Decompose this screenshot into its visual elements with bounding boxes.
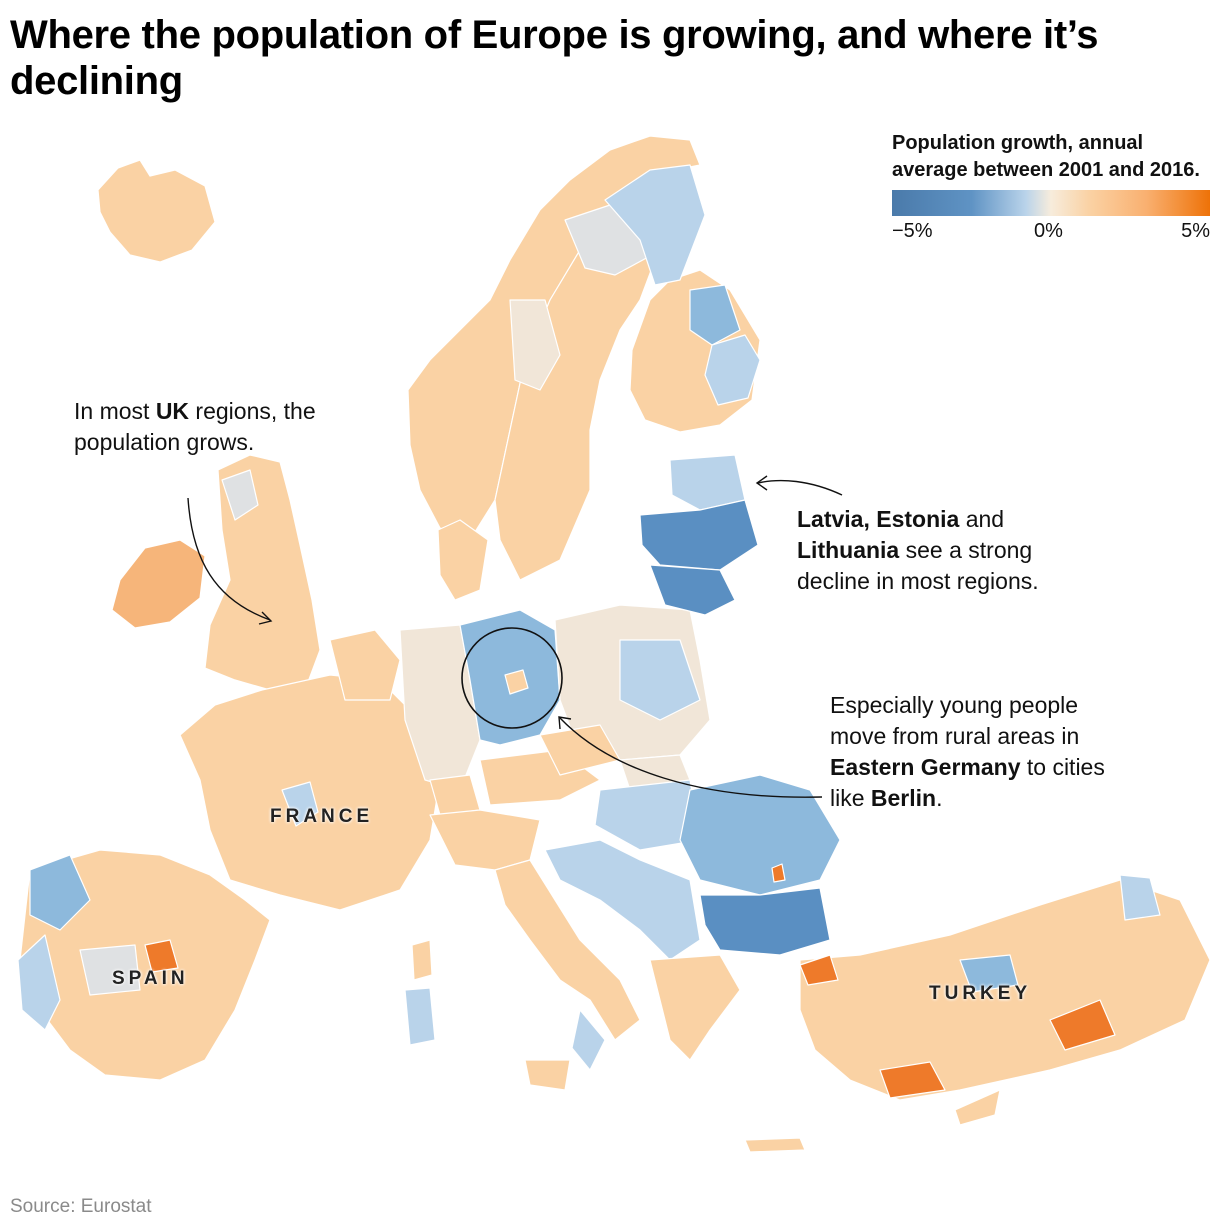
legend-mid-label: 0% bbox=[1034, 220, 1063, 242]
region-spain-northwest bbox=[29, 854, 91, 931]
germany-arrow-head bbox=[558, 716, 572, 730]
legend-max-label: 5% bbox=[1181, 220, 1210, 242]
region-uk-scotland-north bbox=[221, 469, 259, 521]
region-bucharest bbox=[771, 863, 786, 883]
legend-title: Population growth, annual average betwee… bbox=[892, 132, 1200, 181]
region-portugal bbox=[17, 934, 61, 1031]
region-turkey-northeast bbox=[1119, 874, 1161, 921]
country-label-france: FRANCE bbox=[270, 806, 374, 827]
region-finland-north bbox=[604, 164, 706, 286]
region-madrid bbox=[144, 939, 179, 973]
region-bulgaria bbox=[699, 887, 831, 956]
baltics-annotation-arrow bbox=[757, 479, 843, 496]
region-turkey-east bbox=[959, 954, 1019, 993]
uk-annotation: In most UK regions, the population grows… bbox=[74, 398, 316, 455]
legend-min-label: −5% bbox=[892, 220, 933, 242]
region-switzerland bbox=[429, 774, 481, 816]
region-italy-north bbox=[429, 809, 541, 871]
region-denmark bbox=[437, 519, 489, 601]
region-turkey-antalya bbox=[879, 1061, 946, 1099]
region-greece bbox=[649, 954, 741, 1061]
region-finland-east bbox=[689, 284, 741, 346]
region-uk bbox=[204, 454, 321, 691]
legend-ticks: −5% 0% 5% bbox=[892, 216, 1210, 242]
region-cyprus bbox=[954, 1089, 1001, 1126]
region-turkey-istanbul bbox=[799, 954, 839, 986]
country-label-turkey: TURKEY bbox=[929, 983, 1032, 1004]
uk-annotation-arrow bbox=[187, 497, 271, 621]
region-sicily bbox=[524, 1059, 571, 1091]
region-sweden bbox=[494, 204, 656, 581]
country-label-spain: SPAIN bbox=[112, 968, 189, 989]
germany-annotation-arrow bbox=[559, 717, 823, 798]
region-iceland bbox=[97, 159, 216, 263]
region-sardinia bbox=[404, 987, 436, 1046]
germany-annotation: Especially young people move from rural … bbox=[830, 692, 1105, 811]
eastern-germany-highlight-circle bbox=[461, 627, 563, 729]
region-italy-peninsula bbox=[494, 859, 641, 1041]
region-italy-south bbox=[571, 1009, 606, 1071]
region-ireland bbox=[111, 539, 206, 629]
region-france-center bbox=[281, 781, 319, 827]
baltics-arrow-head bbox=[755, 475, 768, 491]
region-estonia bbox=[669, 454, 746, 511]
legend-color-scale bbox=[892, 190, 1210, 216]
uk-arrow-head bbox=[258, 611, 273, 625]
region-turkey bbox=[799, 879, 1211, 1101]
baltics-annotation: Latvia, Estonia and Lithuania see a stro… bbox=[797, 506, 1039, 594]
region-latvia bbox=[639, 499, 759, 571]
region-benelux bbox=[329, 629, 401, 701]
region-finland-east2 bbox=[704, 334, 761, 406]
region-turkey-southeast bbox=[1049, 999, 1116, 1051]
region-crete bbox=[744, 1137, 806, 1153]
region-sweden-mid bbox=[509, 299, 561, 391]
source-note: Source: Eurostat bbox=[10, 1196, 152, 1217]
region-berlin bbox=[504, 669, 529, 695]
region-romania bbox=[679, 774, 841, 896]
region-corsica bbox=[411, 939, 433, 981]
chart-title: Where the population of Europe is growin… bbox=[10, 13, 1099, 103]
europe-choropleth-map bbox=[17, 135, 1211, 1153]
region-spain-center bbox=[79, 944, 141, 996]
region-poland-east bbox=[619, 639, 701, 721]
legend: Population growth, annual average betwee… bbox=[892, 130, 1210, 242]
region-lithuania bbox=[649, 564, 736, 616]
region-balkans-west bbox=[544, 839, 701, 961]
